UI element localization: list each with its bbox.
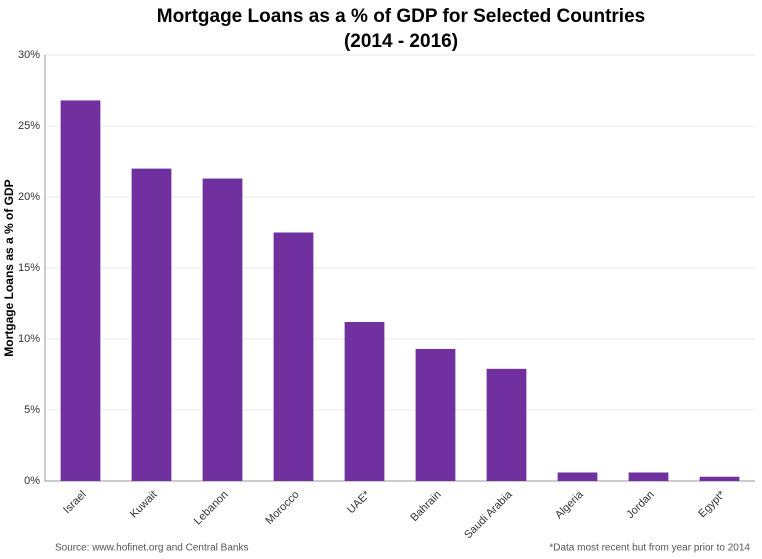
bar [628, 472, 669, 481]
chart-subtitle: (2014 - 2016) [344, 31, 458, 52]
x-tick-label: Lebanon [192, 489, 231, 528]
chart-title: Mortgage Loans as a % of GDP for Selecte… [157, 6, 645, 27]
y-tick-label: 0% [24, 475, 40, 487]
x-tick-label: Bahrain [408, 489, 443, 524]
bar [557, 472, 598, 481]
footnote: *Data most recent but from year prior to… [549, 543, 750, 554]
x-tick-label: Egypt* [696, 488, 728, 520]
bar [131, 168, 172, 481]
bar [344, 321, 385, 481]
x-tick-label: Morocco [263, 489, 301, 527]
x-tick-label: Saudi Arabia [462, 488, 515, 541]
x-tick-label: Kuwait [128, 489, 160, 521]
x-tick-label: Israel [61, 489, 89, 517]
source-note: Source: www.hofinet.org and Central Bank… [55, 543, 248, 554]
bar [486, 368, 527, 481]
y-tick-label: 25% [18, 120, 40, 132]
x-tick-label: UAE* [345, 488, 373, 516]
y-tick-label: 5% [24, 404, 40, 416]
bar [699, 476, 740, 481]
y-tick-label: 15% [18, 262, 40, 274]
y-tick-label: 30% [18, 49, 40, 61]
y-tick-label: 20% [18, 191, 40, 203]
x-tick-label: Algeria [553, 488, 586, 521]
bar [60, 100, 101, 481]
bar [415, 348, 456, 481]
bar [202, 178, 243, 482]
y-tick-label: 10% [18, 333, 40, 345]
bar [273, 232, 314, 481]
y-axis-title: Mortgage Loans as a % of GDP [2, 179, 16, 356]
x-tick-label: Jordan [624, 489, 656, 521]
